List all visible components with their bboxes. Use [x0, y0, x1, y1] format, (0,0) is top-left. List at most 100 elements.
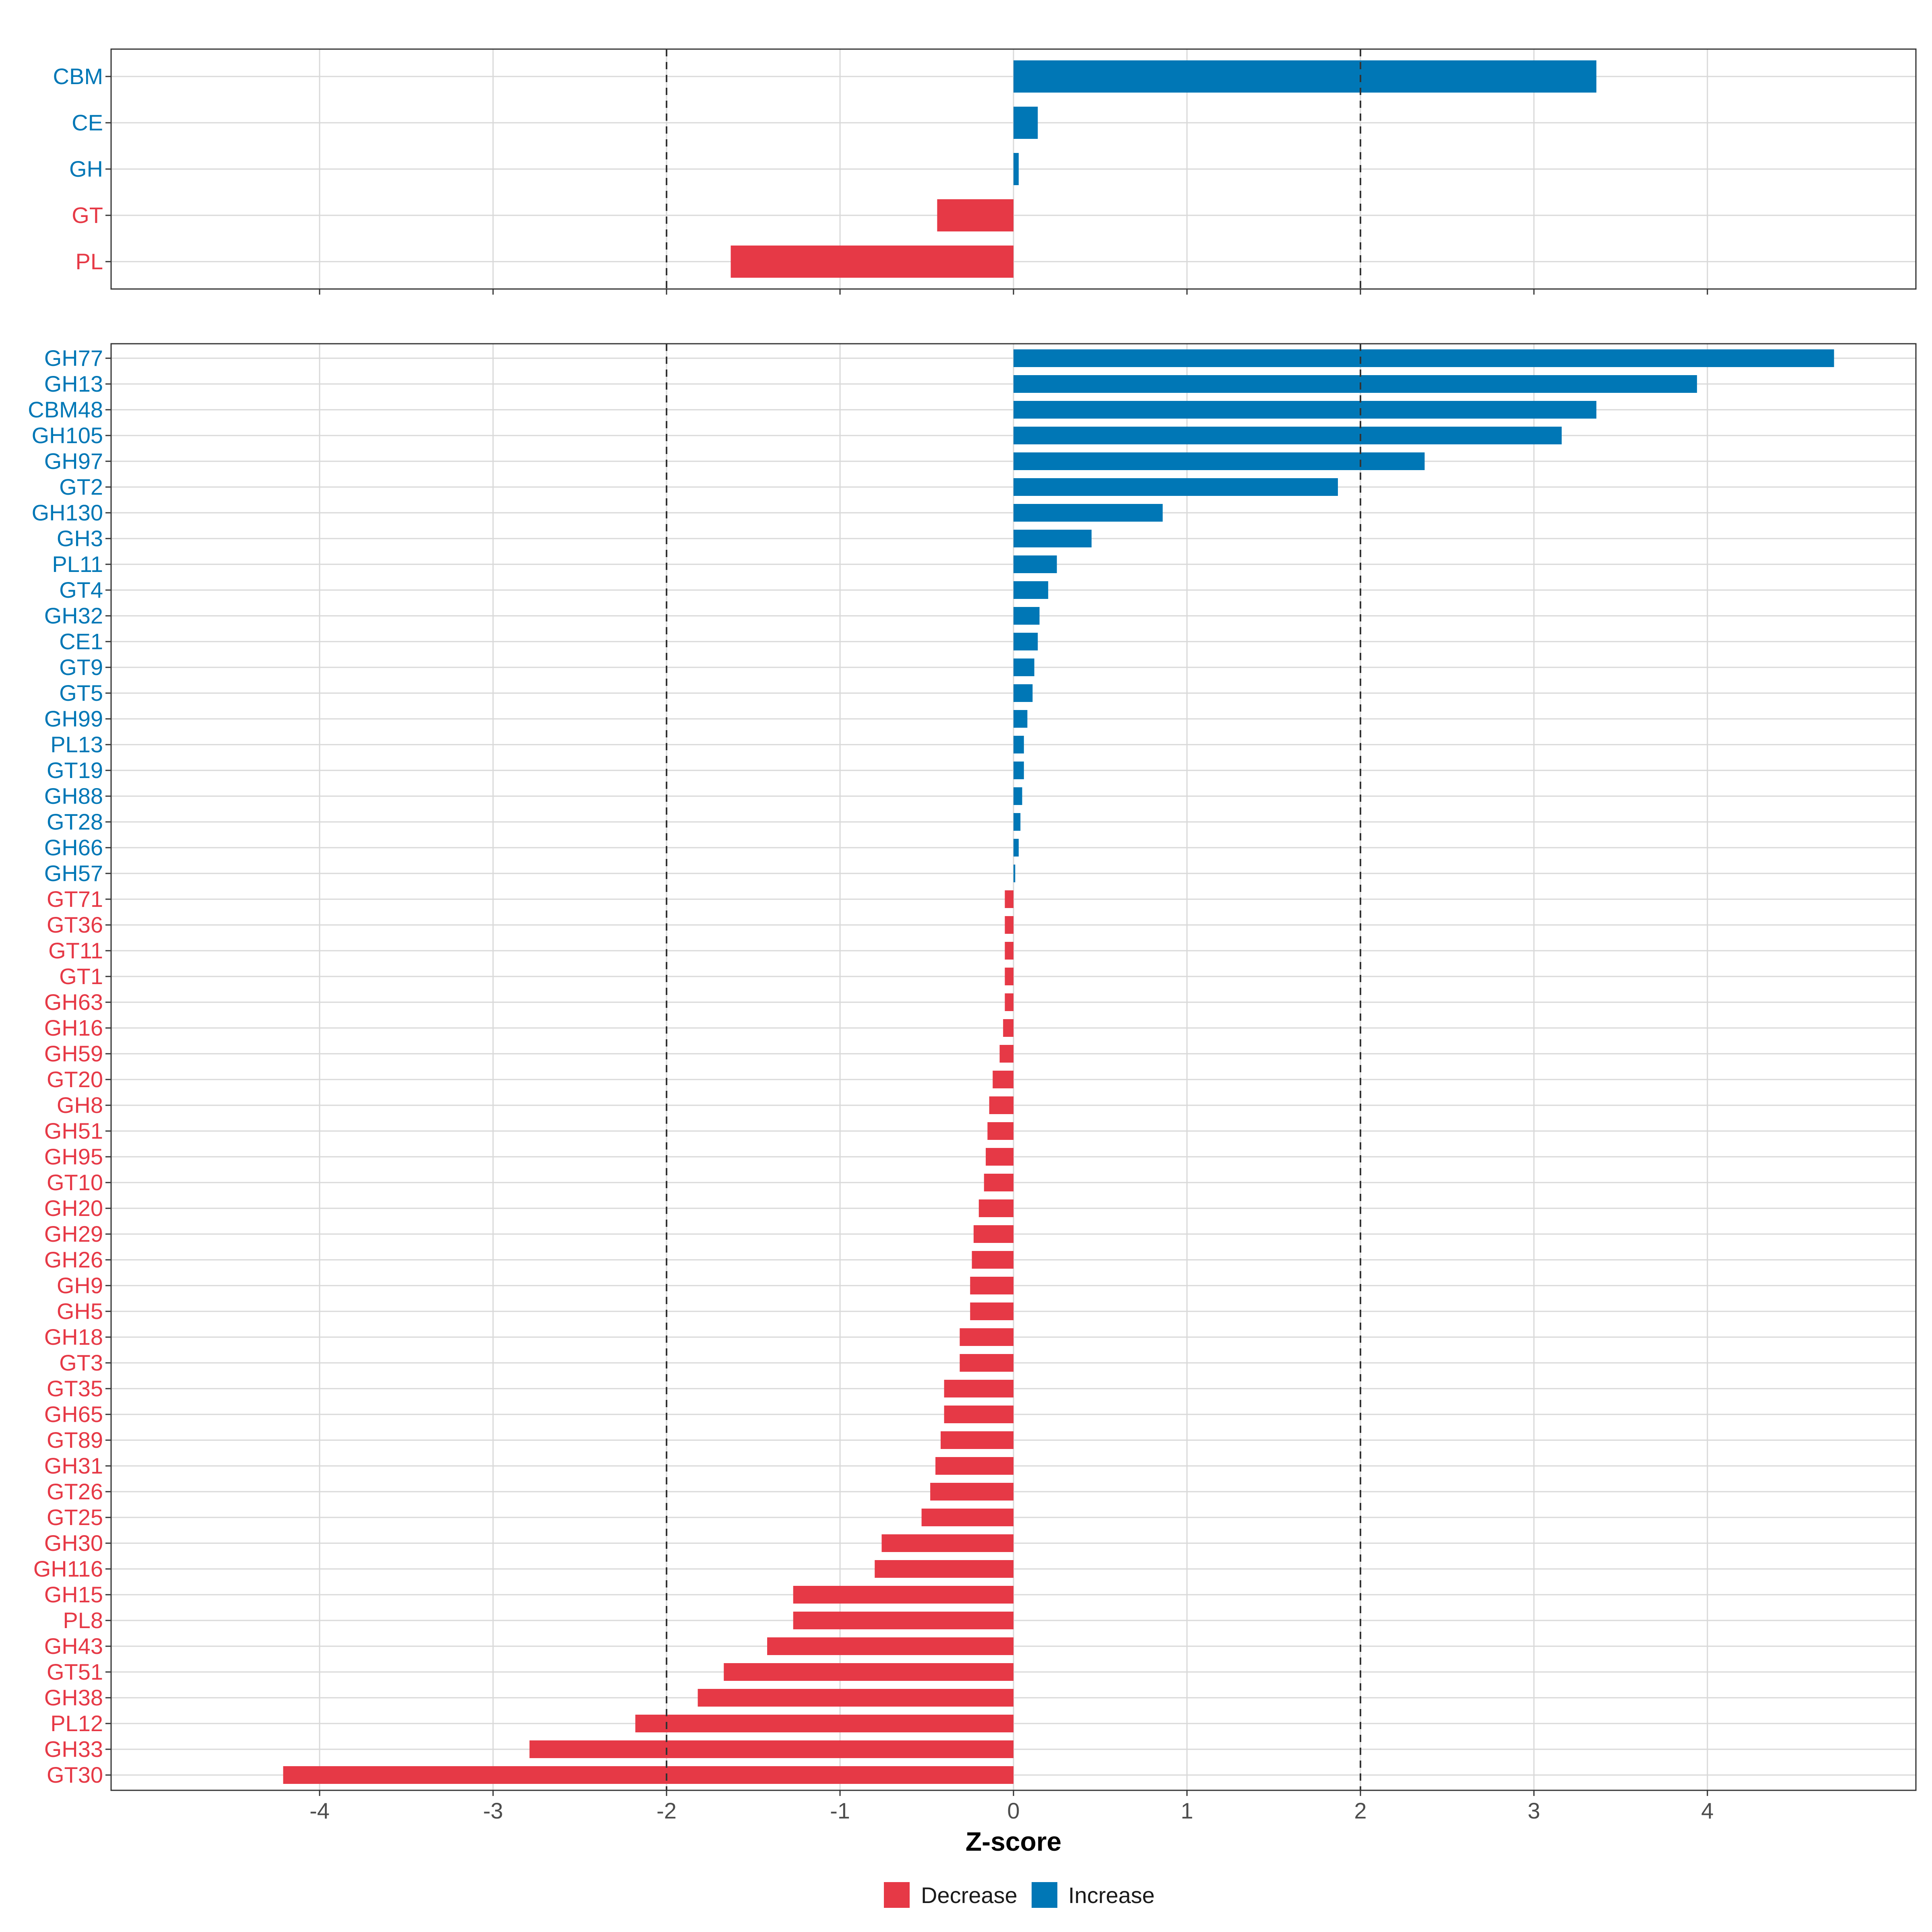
x-tick-label: 2: [1354, 1798, 1366, 1823]
bottom-category-label-gh77: GH77: [44, 345, 103, 371]
bottom-category-label-gt1: GT1: [59, 964, 103, 989]
bottom-category-label-gh66: GH66: [44, 835, 103, 860]
bottom-bar-gt19: [1013, 762, 1024, 779]
x-axis-title: Z-score: [966, 1827, 1061, 1856]
bottom-bar-pl13: [1013, 736, 1024, 753]
bottom-category-label-gh97: GH97: [44, 448, 103, 474]
bottom-category-label-gt71: GT71: [47, 886, 103, 912]
legend-swatch-decrease: [884, 1882, 910, 1908]
x-tick-label: 3: [1527, 1798, 1540, 1823]
bottom-bar-gt4: [1013, 581, 1049, 599]
x-tick-label: -4: [310, 1798, 330, 1823]
bottom-bar-gt25: [921, 1509, 1013, 1526]
bottom-bar-gt35: [944, 1380, 1013, 1397]
bottom-bar-gt51: [724, 1663, 1013, 1681]
bottom-bar-pl8: [793, 1612, 1013, 1629]
bottom-bar-gh116: [875, 1560, 1013, 1578]
bottom-bar-gt30: [283, 1766, 1013, 1784]
bottom-category-label-gh29: GH29: [44, 1221, 103, 1247]
bottom-bar-gh18: [960, 1328, 1013, 1346]
bottom-bar-gh130: [1013, 504, 1163, 522]
top-panel: CBM CE GH GT PL: [53, 48, 1917, 295]
bottom-category-label-gh8: GH8: [57, 1092, 103, 1118]
bottom-bar-gh8: [989, 1096, 1013, 1114]
x-tick-label: -3: [483, 1798, 503, 1823]
bottom-bar-gh59: [999, 1045, 1013, 1063]
bottom-category-label-gh33: GH33: [44, 1736, 103, 1762]
bottom-category-label-gt4: GT4: [59, 577, 103, 603]
bottom-bar-ce1: [1013, 633, 1038, 650]
bottom-bar-gt3: [960, 1354, 1013, 1372]
bottom-category-label-gt36: GT36: [47, 912, 103, 937]
bottom-bar-gh97: [1013, 452, 1425, 470]
bottom-category-label-gt28: GT28: [47, 809, 103, 834]
bottom-bar-gt26: [930, 1483, 1013, 1501]
bottom-panel: GH77GH13CBM48GH105GH97GT2GH130GH3PL11GT4…: [28, 343, 1917, 1796]
legend: Decrease Increase: [884, 1882, 1155, 1908]
bottom-category-label-gt30: GT30: [47, 1762, 103, 1788]
bottom-category-label-gt5: GT5: [59, 680, 103, 706]
bottom-category-label-ce1: CE1: [59, 629, 103, 654]
bottom-category-label-gh57: GH57: [44, 861, 103, 886]
x-axis: -4 -3 -2 -1 0 1 2 3 4: [310, 1798, 1713, 1823]
x-tick-label: -1: [830, 1798, 850, 1823]
bottom-category-label-gh20: GH20: [44, 1195, 103, 1221]
bottom-bar-gt89: [940, 1431, 1013, 1449]
bottom-bar-gt2: [1013, 478, 1338, 496]
bottom-category-label-gh31: GH31: [44, 1453, 103, 1478]
bottom-bar-pl12: [635, 1715, 1013, 1732]
bottom-bar-gh16: [1003, 1019, 1013, 1037]
bottom-bar-gh26: [972, 1251, 1013, 1269]
bottom-bar-gt10: [984, 1174, 1013, 1191]
bottom-category-label-gt35: GT35: [47, 1376, 103, 1401]
bottom-category-label-gh26: GH26: [44, 1247, 103, 1272]
bottom-category-label-gh9: GH9: [57, 1273, 103, 1298]
bottom-category-label-gh38: GH38: [44, 1685, 103, 1710]
bottom-category-label-pl11: PL11: [52, 551, 103, 577]
bottom-bar-gh65: [944, 1406, 1013, 1423]
bottom-category-label-gh32: GH32: [44, 603, 103, 628]
bottom-category-label-gt19: GT19: [47, 758, 103, 783]
bottom-category-label-gt2: GT2: [59, 474, 103, 500]
top-category-label-cbm: CBM: [53, 64, 103, 89]
bottom-bar-gt28: [1013, 813, 1021, 831]
bottom-category-label-cbm48: CBM48: [28, 397, 103, 422]
bottom-category-label-gh65: GH65: [44, 1402, 103, 1427]
bottom-bar-gh32: [1013, 607, 1040, 625]
bottom-category-label-pl13: PL13: [50, 732, 103, 757]
top-bar-gt: [937, 199, 1013, 231]
x-tick-label: 0: [1007, 1798, 1020, 1823]
bottom-category-label-gh51: GH51: [44, 1118, 103, 1144]
bottom-category-label-gh99: GH99: [44, 706, 103, 731]
bottom-bar-gh43: [767, 1637, 1013, 1655]
bottom-bar-gh51: [987, 1122, 1013, 1140]
bottom-category-label-pl8: PL8: [63, 1608, 103, 1633]
bottom-category-label-gt51: GT51: [47, 1659, 103, 1684]
bottom-category-label-gt3: GT3: [59, 1350, 103, 1375]
bottom-bar-gh5: [970, 1302, 1013, 1320]
top-category-label-ce: CE: [72, 110, 103, 135]
bottom-category-label-gh130: GH130: [32, 500, 103, 525]
bottom-category-label-gh3: GH3: [57, 526, 103, 551]
bottom-category-label-gt89: GT89: [47, 1427, 103, 1453]
bottom-bar-gh20: [978, 1199, 1013, 1217]
bottom-category-label-gh5: GH5: [57, 1298, 103, 1324]
bottom-bar-gh88: [1013, 787, 1022, 805]
bottom-category-label-gh95: GH95: [44, 1144, 103, 1169]
bottom-bar-gt5: [1013, 684, 1033, 702]
bottom-bar-gt36: [1005, 916, 1013, 934]
bottom-bar-gt20: [993, 1071, 1013, 1088]
bottom-category-label-gt11: GT11: [48, 938, 103, 963]
top-bar-ce: [1013, 107, 1038, 139]
bottom-bar-gh66: [1013, 839, 1019, 857]
bottom-category-label-gh63: GH63: [44, 989, 103, 1015]
bottom-category-label-gh116: GH116: [33, 1556, 103, 1581]
bottom-category-label-gh30: GH30: [44, 1530, 103, 1556]
bottom-bar-gh95: [986, 1148, 1013, 1166]
x-tick-label: -2: [656, 1798, 677, 1823]
legend-label-decrease: Decrease: [921, 1882, 1018, 1908]
top-bar-gh: [1013, 153, 1019, 185]
bottom-bar-gh99: [1013, 710, 1028, 728]
bottom-bar-gh29: [973, 1225, 1013, 1243]
x-tick-label: 4: [1701, 1798, 1713, 1823]
